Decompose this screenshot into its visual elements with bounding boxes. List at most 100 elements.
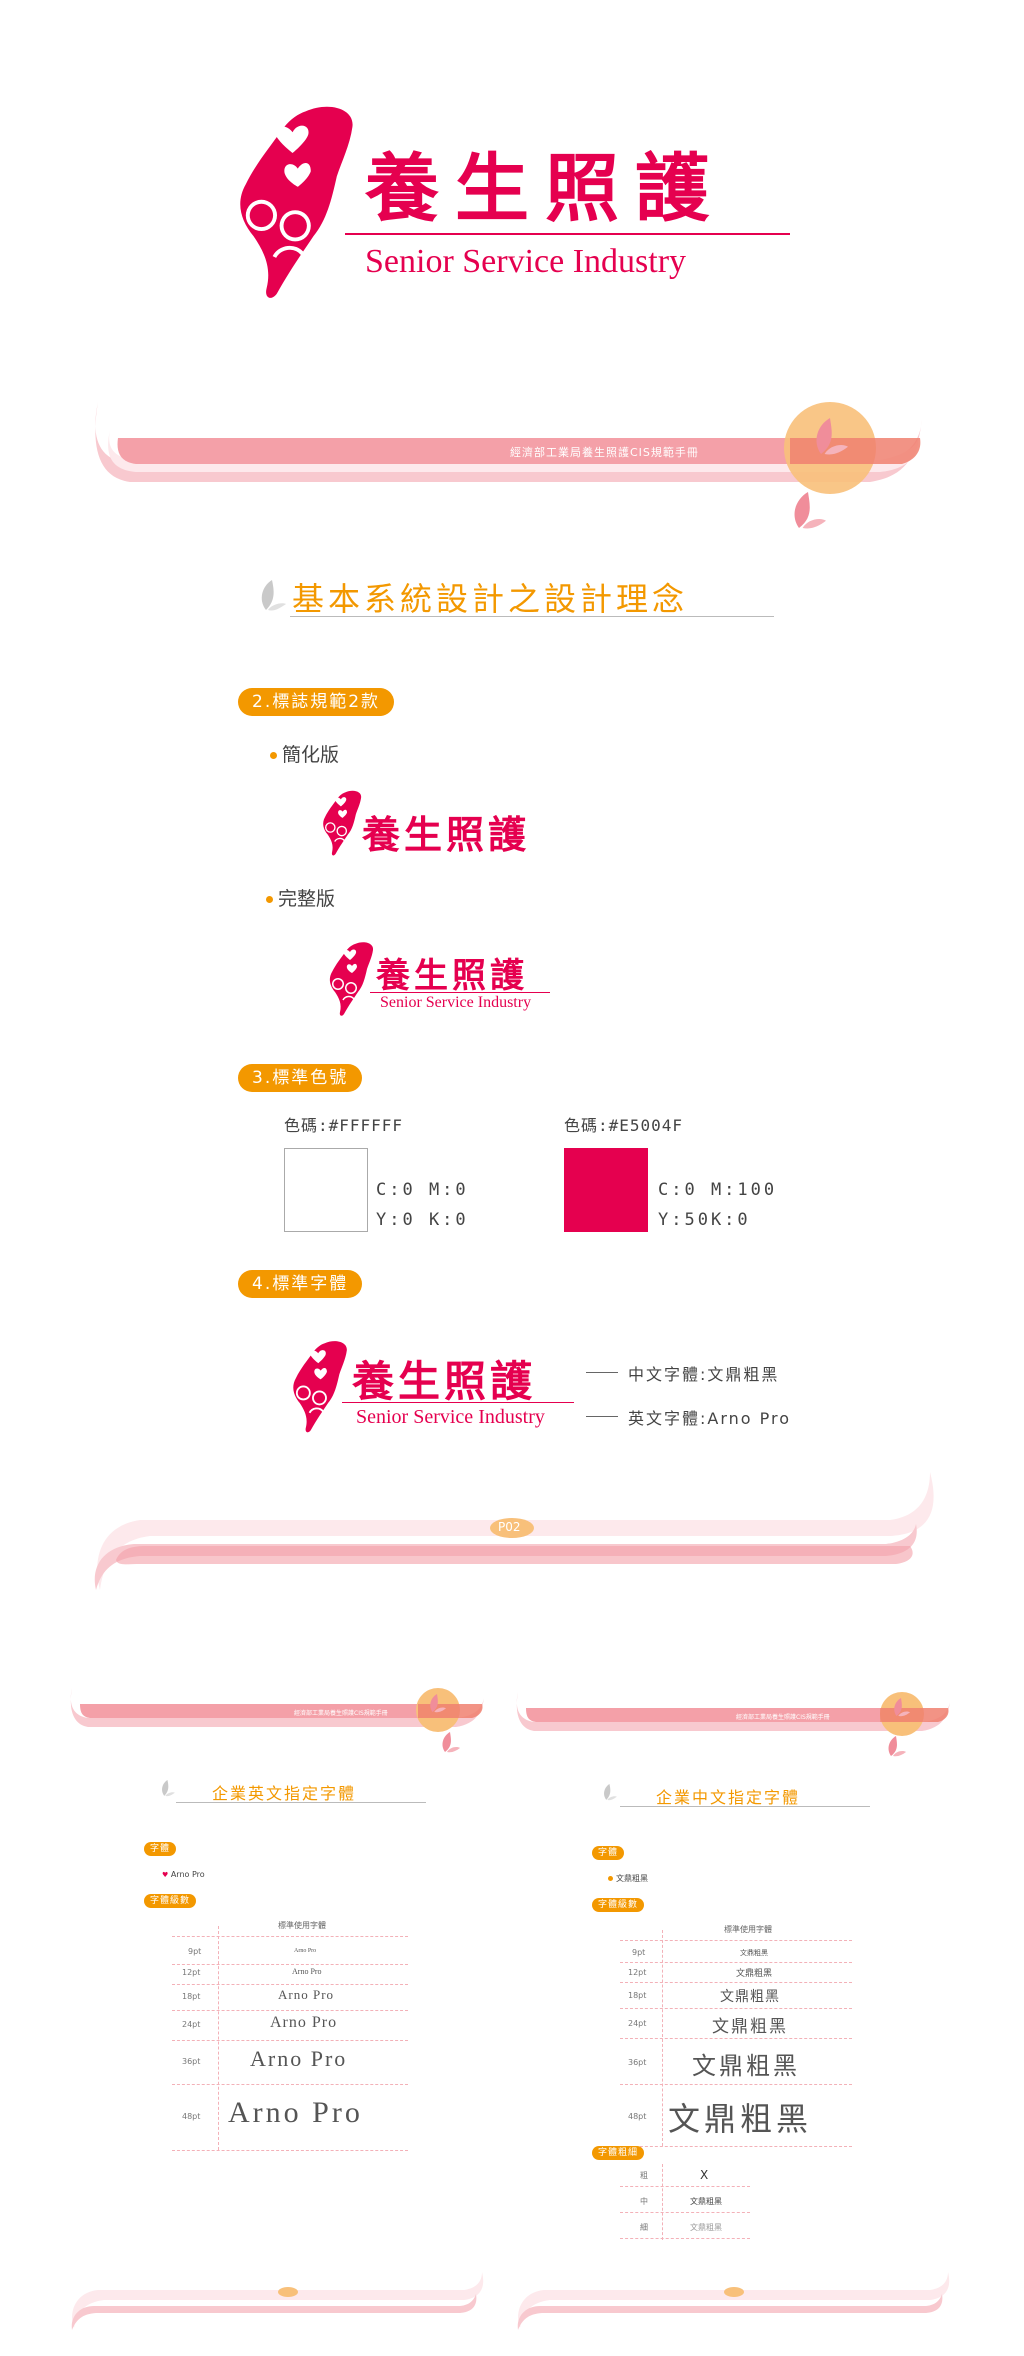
- en-row-sample: Arno Pro: [270, 2014, 338, 2031]
- en-font-leader: [586, 1416, 618, 1417]
- zh-weight-rule: [620, 2238, 750, 2239]
- zh-weight-rule: [620, 2212, 750, 2213]
- page-zh-title: 企業中文指定字體: [656, 1788, 801, 1807]
- taiwan-logo-small-icon: [329, 941, 374, 1017]
- zh-weight-sample: X: [700, 2168, 709, 2182]
- zh-table-rule: [620, 1962, 852, 1963]
- brand-name-en: Senior Service Industry: [365, 243, 687, 280]
- full-logo-text-zh: 養生照護: [376, 956, 528, 996]
- full-logo-text-en: Senior Service Industry: [380, 994, 532, 1011]
- zh-table-rule: [620, 2146, 852, 2147]
- zh-weight-sample: 文鼎粗黑: [690, 2197, 722, 2206]
- swatch-white: [284, 1148, 368, 1232]
- zh-font-name: 文鼎粗黑: [608, 1873, 648, 1884]
- en-size-pill: 字體級數: [144, 1894, 197, 1908]
- en-row-size: 18pt: [182, 1992, 201, 2001]
- zh-row-size: 18pt: [628, 1991, 647, 2000]
- taiwan-logo-icon: [238, 104, 355, 300]
- zh-weight-divider: [662, 2164, 663, 2240]
- zh-row-size: 24pt: [628, 2019, 647, 2028]
- en-row-size: 24pt: [182, 2020, 201, 2029]
- swatch-white-yk: Y:0 K:0: [376, 1210, 469, 1230]
- font-logo-underline: [342, 1402, 574, 1403]
- swatch-white-code: 色碼:#FFFFFF: [284, 1116, 404, 1135]
- grey-leaf-icon: [261, 580, 286, 611]
- en-table-rule: [172, 2040, 408, 2041]
- zh-table-rule: [620, 2038, 852, 2039]
- color-section-pill: 3.標準色號: [238, 1064, 363, 1092]
- swatch-magenta: [564, 1148, 648, 1232]
- en-table-rule: [172, 1936, 408, 1937]
- logo-section-pill: 2.標誌規範2款: [238, 688, 395, 716]
- zh-weight-sample: 文鼎粗黑: [690, 2223, 722, 2232]
- section-title: 基本系統設計之設計理念: [292, 580, 689, 618]
- full-label: 完整版: [266, 884, 335, 911]
- zh-size-pill: 字體級數: [592, 1898, 645, 1912]
- en-font-name: ♥ Arno Pro: [162, 1870, 205, 1879]
- zh-row-sample: 文鼎粗黑: [720, 1989, 780, 2005]
- grey-leaf-icon: [162, 1780, 175, 1797]
- footer-band: [94, 1472, 934, 1590]
- zh-weight-name: 粗: [640, 2171, 648, 2180]
- taiwan-logo-small-icon: [292, 1340, 348, 1434]
- bullet-dot-icon: [270, 752, 277, 759]
- simplified-logo-text: 養生照護: [362, 813, 531, 857]
- en-row-size: 48pt: [182, 2112, 201, 2121]
- page-number: P02: [498, 1520, 521, 1534]
- zh-row-size: 36pt: [628, 2058, 647, 2067]
- zh-row-size: 48pt: [628, 2112, 647, 2121]
- zh-font-pill: 字體: [592, 1846, 625, 1860]
- font-logo-text-en: Senior Service Industry: [356, 1406, 545, 1428]
- page-en-title-underline: [176, 1802, 426, 1803]
- taiwan-logo-small-icon: [322, 790, 362, 857]
- main-logo: 養生照護 Senior Service Industry: [225, 85, 805, 325]
- en-table-rule: [172, 2010, 408, 2011]
- page-zh-title-underline: [620, 1806, 870, 1807]
- zh-table-rule: [620, 2084, 852, 2085]
- zh-font-leader: [586, 1372, 618, 1373]
- en-row-size: 12pt: [182, 1968, 201, 1977]
- en-table-rule: [172, 1964, 408, 1965]
- en-row-sample: Arno Pro: [250, 2046, 348, 2071]
- zh-weight-rule: [620, 2186, 750, 2187]
- manual-title-left: 經濟部工業局養生照護CIS規範手冊: [294, 1710, 388, 1717]
- brand-underline: [345, 233, 790, 235]
- en-table-divider: [218, 1926, 219, 2150]
- en-row-sample: Arno Pro: [278, 1987, 335, 2002]
- en-table-rule: [172, 2150, 408, 2151]
- footer-band-left: [71, 2272, 484, 2330]
- en-table-rule: [172, 1984, 408, 1985]
- zh-weight-name: 細: [640, 2223, 648, 2232]
- footer-band-right: [517, 2272, 950, 2330]
- zh-row-size: 9pt: [632, 1948, 646, 1957]
- page-en-title: 企業英文指定字體: [212, 1784, 357, 1803]
- full-logo-underline: [370, 992, 550, 993]
- en-row-size: 9pt: [188, 1947, 202, 1956]
- zh-row-size: 12pt: [628, 1968, 647, 1977]
- full-logo: 養生照護 Senior Service Industry: [324, 930, 564, 1030]
- heart-bullet-icon: ♥: [162, 1871, 169, 1879]
- swatch-magenta-code: 色碼:#E5004F: [564, 1116, 684, 1135]
- zh-row-sample: 文鼎粗黑: [692, 2052, 800, 2080]
- header-band: [95, 402, 923, 529]
- zh-weight-pill: 字體粗細: [592, 2146, 645, 2160]
- section-title-underline: [290, 616, 774, 617]
- en-font-pill: 字體: [144, 1842, 177, 1856]
- zh-row-sample: 文鼎粗黑: [736, 1969, 773, 1979]
- zh-row-sample: 文鼎粗黑: [668, 2100, 813, 2138]
- simplified-label: 簡化版: [270, 740, 339, 767]
- en-font-label: 英文字體:Arno Pro: [628, 1409, 792, 1428]
- header-band-left: [70, 1688, 484, 1753]
- bullet-dot-icon: [608, 1876, 613, 1881]
- zh-font-label: 中文字體:文鼎粗黑: [628, 1365, 780, 1384]
- zh-row-sample: 文鼎粗黑: [712, 2017, 788, 2037]
- simplified-logo: 養生照護: [318, 784, 558, 864]
- header-band-right: [516, 1692, 950, 1757]
- zh-table-rule: [620, 2008, 852, 2009]
- swatch-magenta-yk: Y:50K:0: [658, 1210, 751, 1230]
- en-row-sample: Arno Pro: [292, 1967, 322, 1976]
- zh-row-sample: 文鼎粗黑: [740, 1949, 768, 1957]
- en-row-sample: Arno Pro: [228, 2096, 363, 2129]
- font-logo: 養生照護 Senior Service Industry: [286, 1326, 586, 1450]
- en-row-size: 36pt: [182, 2057, 201, 2066]
